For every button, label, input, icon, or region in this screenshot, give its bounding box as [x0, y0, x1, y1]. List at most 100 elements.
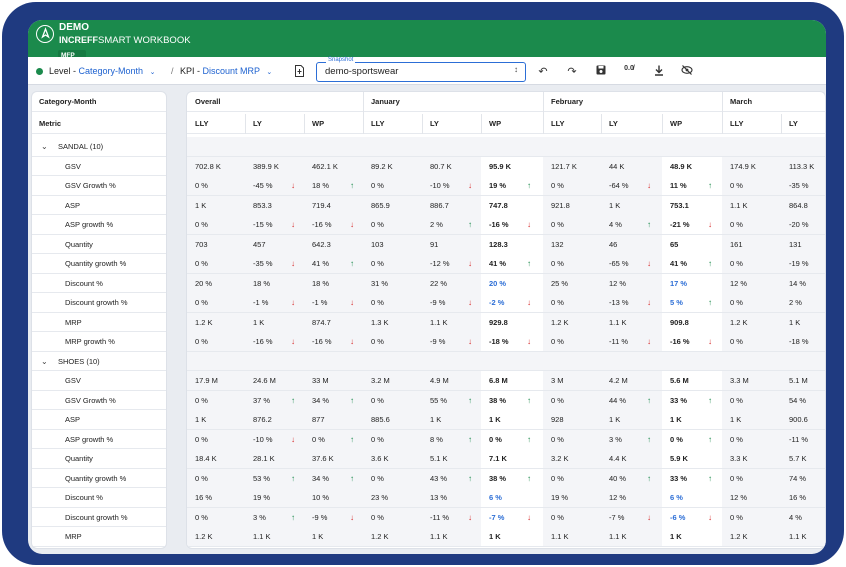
table-row: 0 % -45 % ↓ 18 % ↑ 0 % -10 % ↓ 19 % ↑ 0 % -64 % ↓ 11 … — [187, 176, 825, 196]
table-cell[interactable]: -16 % — [304, 332, 363, 351]
table-cell[interactable]: 747.8 — [481, 195, 543, 215]
visibility-off-icon[interactable] — [680, 65, 694, 78]
table-row: 16 % 19 % 10 % 23 % 13 % 6 % 19 % 12 % 6 % 12 % 16… — [187, 488, 825, 508]
table-cell[interactable]: 1 K — [662, 527, 722, 546]
table-cell[interactable]: 1 K — [481, 527, 543, 546]
arrow-up-icon: ↑ — [291, 473, 295, 483]
table-cell: 1.1 K — [722, 195, 781, 215]
table-cell[interactable]: 929.8 — [481, 312, 543, 332]
table-cell: 0 % — [722, 215, 781, 234]
arrow-down-icon: ↓ — [647, 298, 651, 307]
table-cell: 0 % — [187, 429, 245, 449]
table-cell[interactable]: 0 % — [481, 429, 543, 449]
arrow-up-icon: ↑ — [468, 395, 472, 405]
table-cell[interactable]: 65 — [662, 234, 722, 254]
table-cell[interactable]: 642.3 — [304, 234, 363, 254]
undo-icon[interactable]: ↶ — [538, 66, 548, 78]
table-cell[interactable]: 37.6 K — [304, 449, 363, 468]
compass-icon[interactable] — [36, 25, 54, 43]
table-cell[interactable]: -16 % — [481, 215, 543, 234]
redo-icon[interactable]: ↷ — [567, 66, 577, 78]
table-cell[interactable]: -16 % — [304, 215, 363, 234]
table-cell[interactable]: 909.8 — [662, 312, 722, 332]
table-cell: 1 K — [422, 410, 481, 429]
table-cell[interactable]: 1 K — [304, 527, 363, 546]
arrow-down-icon: ↓ — [291, 181, 295, 190]
level-selector[interactable]: Level - Category-Month ⌄ — [49, 66, 155, 76]
table-cell[interactable]: 0 % — [662, 429, 722, 449]
table-cell[interactable]: 18 % — [304, 273, 363, 293]
table-cell[interactable]: 462.1 K — [304, 156, 363, 176]
table-cell[interactable]: 33 % — [662, 468, 722, 488]
table-cell: -7 % — [601, 507, 662, 527]
snapshot-select[interactable] — [316, 62, 526, 82]
table-cell[interactable]: 719.4 — [304, 195, 363, 215]
hide-zero-icon[interactable]: 0.0̸ — [624, 65, 634, 72]
chevron-down-icon[interactable]: ⌄ — [41, 356, 48, 366]
table-cell[interactable]: 41 % — [481, 254, 543, 273]
table-cell[interactable]: -21 % — [662, 215, 722, 234]
table-cell[interactable]: 128.3 — [481, 234, 543, 254]
table-cell: 4 % — [601, 215, 662, 234]
table-cell: 389.9 K — [245, 156, 304, 176]
table-cell[interactable]: 20 % — [481, 273, 543, 293]
metric-label: Quantity growth % — [32, 254, 166, 274]
table-cell[interactable]: 7.1 K — [481, 449, 543, 468]
chevron-down-icon[interactable]: ⌄ — [41, 142, 48, 151]
arrow-up-icon: ↑ — [350, 181, 354, 190]
arrow-down-icon: ↓ — [291, 259, 295, 268]
table-cell: -13 % — [601, 293, 662, 312]
kpi-selector[interactable]: KPI - Discount MRP ⌄ — [180, 66, 272, 76]
table-cell[interactable]: 41 % — [662, 254, 722, 273]
table-cell[interactable]: -9 % — [304, 507, 363, 527]
table-cell[interactable]: 753.1 — [662, 195, 722, 215]
table-cell[interactable]: 41 % — [304, 254, 363, 273]
arrow-up-icon: ↑ — [708, 181, 712, 190]
metric-label: MRP — [32, 313, 166, 332]
table-cell[interactable]: 38 % — [481, 390, 543, 410]
table-cell[interactable]: -1 % — [304, 293, 363, 312]
table-cell[interactable]: 33 % — [662, 390, 722, 410]
group-row[interactable]: ⌄ SANDAL (10) — [32, 137, 166, 157]
table-cell[interactable]: 1 K — [662, 410, 722, 429]
export-icon[interactable] — [292, 65, 306, 80]
table-cell[interactable]: 10 % — [304, 488, 363, 507]
table-cell: 40 % — [601, 468, 662, 488]
table-cell[interactable]: 33 M — [304, 371, 363, 390]
table-cell[interactable]: 877 — [304, 410, 363, 429]
table-cell[interactable]: 34 % — [304, 390, 363, 410]
metric-label: Quantity — [32, 235, 166, 254]
table-cell[interactable]: -18 % — [481, 332, 543, 351]
table-cell[interactable]: 6 % — [481, 488, 543, 507]
table-cell[interactable]: -2 % — [481, 293, 543, 312]
table-cell[interactable]: -6 % — [662, 507, 722, 527]
table-cell[interactable]: 6 % — [662, 488, 722, 507]
table-cell[interactable]: 48.9 K — [662, 156, 722, 176]
group-row[interactable]: ⌄ SHOES (10) — [32, 352, 166, 371]
table-cell[interactable]: 5.9 K — [662, 449, 722, 468]
table-cell[interactable]: 34 % — [304, 468, 363, 488]
table-cell: 31 % — [363, 273, 422, 293]
table-cell: 3.3 M — [722, 371, 781, 390]
table-cell[interactable]: 1 K — [481, 410, 543, 429]
table-cell[interactable]: 95.9 K — [481, 156, 543, 176]
table-cell: 53 % — [245, 468, 304, 488]
table-cell[interactable]: 11 % — [662, 176, 722, 195]
table-cell[interactable]: -16 % — [662, 332, 722, 351]
download-icon[interactable] — [652, 65, 666, 79]
table-cell[interactable]: 874.7 — [304, 312, 363, 332]
brand-name: INCREFF — [59, 35, 98, 45]
table-cell[interactable]: 19 % — [481, 176, 543, 195]
table-cell[interactable]: 5.6 M — [662, 371, 722, 390]
save-icon[interactable] — [594, 65, 608, 78]
table-cell[interactable]: 0 % — [304, 429, 363, 449]
table-cell[interactable]: 6.8 M — [481, 371, 543, 390]
table-cell[interactable]: 17 % — [662, 273, 722, 293]
table-cell: 44 K — [601, 156, 662, 176]
table-cell[interactable]: -7 % — [481, 507, 543, 527]
table-cell[interactable]: 18 % — [304, 176, 363, 195]
table-cell[interactable]: 5 % — [662, 293, 722, 312]
table-cell[interactable]: 38 % — [481, 468, 543, 488]
table-cell: 876.2 — [245, 410, 304, 429]
table-cell: 91 — [422, 234, 481, 254]
